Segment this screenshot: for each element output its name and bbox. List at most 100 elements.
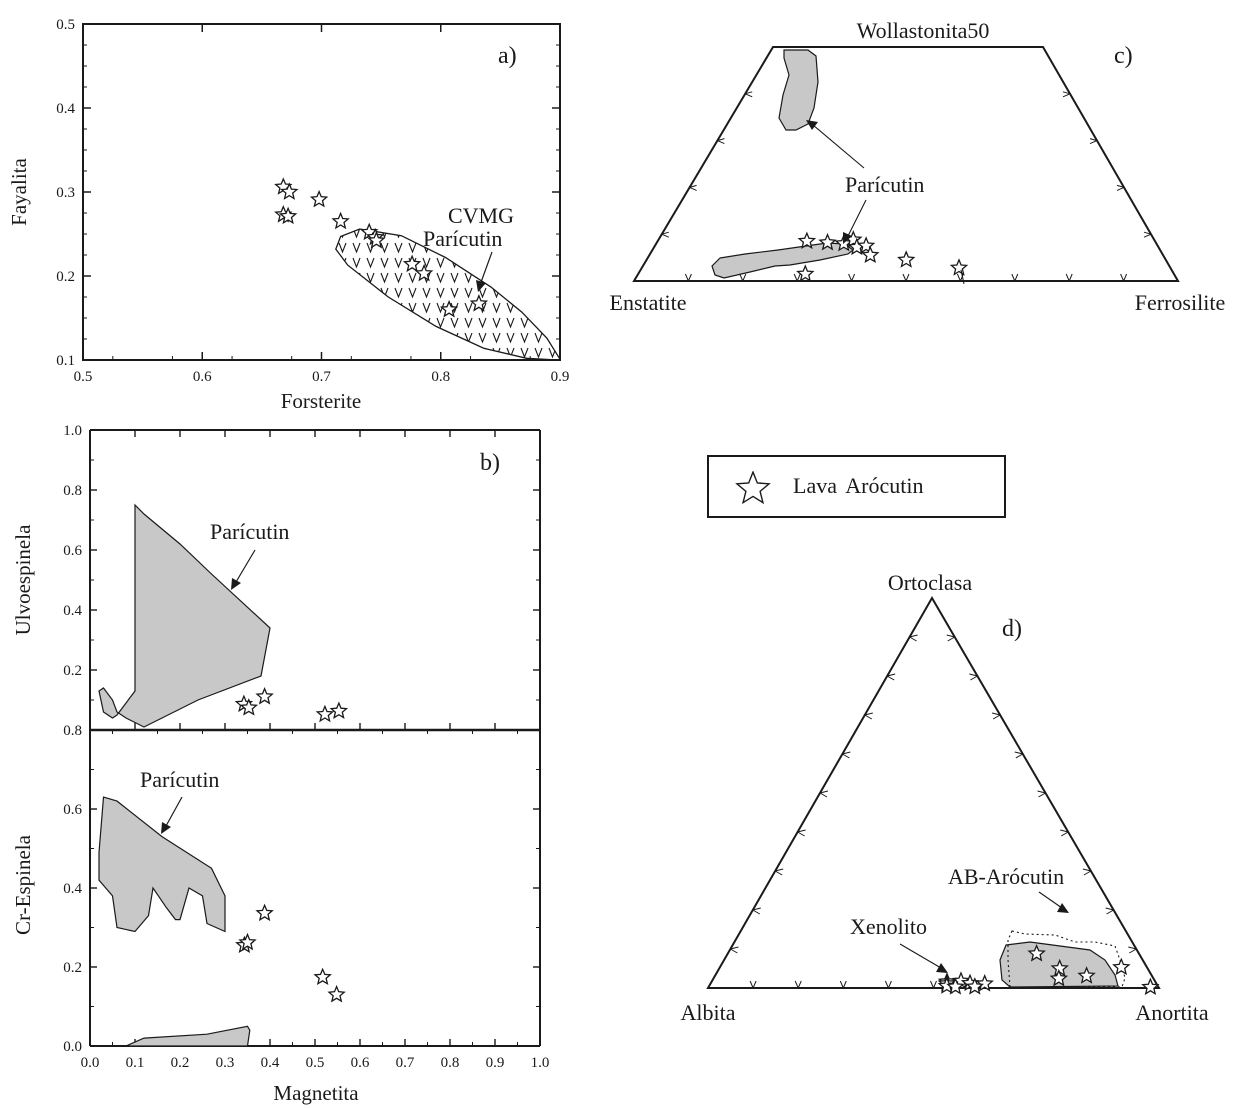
panel-a-regions (335, 228, 560, 360)
panel-b-lower-region-1 (98, 796, 226, 933)
panel-a-xtick-label: 0.8 (431, 369, 450, 385)
panel-c-corner-right: Ferrosilite (1135, 290, 1225, 315)
panel-c-corner-top: Wollastonita50 (857, 18, 990, 43)
panel-b-point (329, 701, 349, 719)
panel-d-tick-bottom (930, 980, 937, 990)
panel-d-tick-left (752, 907, 761, 915)
panel-b-lower-arrow (165, 796, 183, 827)
panel-c-tick-bottom (1011, 273, 1019, 283)
panel-a-point (439, 299, 459, 318)
panel-d-tick-right (1060, 829, 1069, 837)
panel-d-tick-left (819, 790, 829, 798)
panel-b-ytick-label: 0.8 (63, 483, 82, 499)
panel-d-point (1049, 968, 1069, 987)
panel-b-arrowhead (231, 578, 241, 590)
panel-c-tick-bottom (793, 273, 801, 283)
panel-b-annotation: Parícutin (210, 519, 289, 544)
panel-b-xlabel: Magnetita (273, 1081, 359, 1105)
panel-d-tick-left (886, 673, 896, 681)
panel-b-lower-xtick-label: 0.2 (171, 1055, 190, 1071)
panel-c-tick-bottom (739, 273, 747, 283)
panel-d-point (1027, 944, 1046, 962)
panel-a-region (335, 228, 560, 360)
panel-a-ylabel: Fayalita (7, 158, 31, 226)
panel-d-point (965, 977, 985, 995)
panel-d-tick-left (842, 751, 851, 759)
panel-d-point (1112, 957, 1131, 976)
panel-c-ticks (661, 91, 1152, 283)
panel-a-ytick-label: 0.3 (56, 185, 75, 201)
panel-b-points (234, 686, 349, 723)
panel-a-point (469, 293, 489, 312)
panel-a-ytick-label: 0.1 (56, 353, 75, 369)
panel-b-lower-xtick-label: 0.4 (261, 1055, 280, 1071)
panel-a: 0.5 0.6 0.7 0.8 0.9 0.1 0.2 0.3 0.4 0.5 Forsterit… (7, 17, 569, 413)
panel-c-corner-left: Enstatite (610, 290, 687, 315)
panel-a-xtick-label: 0.6 (193, 369, 212, 385)
panel-b-point (239, 698, 259, 716)
panel-b-lower-xtick-label: 0.3 (216, 1055, 235, 1071)
panel-b-lower-xtick-label: 0.1 (126, 1055, 145, 1071)
panel-a-annotation-2: Parícutin (423, 226, 502, 251)
panel-d-ticks (730, 634, 1137, 990)
panel-d-tick-left (909, 634, 918, 642)
panel-a-xlabel: Forsterite (281, 389, 361, 413)
panel-d-tick-right (991, 712, 1001, 720)
panel-b-ytick-label: 0.2 (63, 663, 82, 679)
panel-a-ytick-label: 0.2 (56, 269, 75, 285)
panel-c-tick-bottom (902, 273, 910, 283)
panel-b-lower-regions (98, 796, 251, 1046)
panel-d: Ortoclasa Albita Anortita d) AB-Arócutin… (681, 570, 1209, 1025)
panel-b-lower-region-2 (125, 1025, 251, 1046)
panel-b-ytick-label: 0.8 (63, 723, 82, 739)
panel-d-tick-right (1082, 868, 1092, 876)
panel-d-tick-right (1014, 751, 1024, 759)
panel-d-corner-top: Ortoclasa (888, 570, 973, 595)
panel-b-lower: 0.0 0.1 0.2 0.3 0.4 0.5 0.6 0.7 0.8 0.9 1.0 0.0 0.2 0… (11, 730, 549, 1105)
panel-d-point (1141, 977, 1160, 996)
panel-a-point (367, 231, 386, 249)
panel-c-tick-right (1116, 184, 1125, 191)
panel-d-tick-left (797, 829, 806, 837)
panel-b-lower-point (313, 967, 332, 986)
panel-d-tick-left (730, 946, 739, 954)
panel-c-point (949, 258, 969, 276)
panel-d-point (975, 973, 994, 992)
panel-c-arrow-down (847, 199, 867, 237)
panel-c-point (897, 250, 916, 268)
panel-d-point (1077, 966, 1096, 984)
panel-c-tick-left (745, 91, 753, 98)
panel-c-tick-right (1089, 138, 1098, 145)
panel-b: 0.8 0.2 0.4 0.6 0.8 1.0 Ulvoespinela b) Paríc… (11, 423, 541, 1047)
panel-b-point (315, 704, 335, 723)
panel-c-tick-left (661, 231, 669, 238)
panel-b-lower-ytick-label: 0.2 (63, 960, 82, 976)
panel-b-lower-ytick-label: 0.0 (63, 1039, 82, 1055)
panel-b-point (255, 686, 274, 705)
panel-d-arrowhead-2 (936, 963, 948, 973)
panel-d-arrowhead-1 (1057, 903, 1069, 913)
panel-d-arrow-2 (899, 943, 942, 969)
panel-c-frame (632, 46, 1180, 282)
panel-b-ytick-label: 0.6 (63, 543, 82, 559)
panel-a-xtick-label: 0.5 (74, 369, 93, 385)
panel-c-tick-bottom (684, 273, 692, 283)
panel-a-annotation-1: CVMG (448, 203, 514, 228)
panel-b-lower-xtick-label: 0.9 (486, 1055, 505, 1071)
panel-d-tick-right (946, 634, 955, 642)
panel-b-ticks: 0.8 0.2 0.4 0.6 0.8 1.0 (63, 423, 541, 739)
panel-b-lower-xtick-label: 0.6 (351, 1055, 370, 1071)
panel-a-point (280, 182, 299, 200)
panel-b-lower-xtick-label: 1.0 (531, 1055, 550, 1071)
panel-b-lower-point (238, 932, 257, 951)
panel-d-tick-bottom (794, 980, 802, 990)
panel-a-arrow (479, 251, 493, 286)
panel-b-lower-xtick-label: 0.5 (306, 1055, 325, 1071)
panel-c-tick-bottom (1120, 273, 1128, 283)
panel-b-lower-point (255, 903, 274, 922)
panel-c-point-marker (960, 269, 965, 285)
panel-b-lower-annotation: Parícutin (140, 767, 219, 792)
panel-a-point (331, 211, 350, 230)
panel-b-ylabel: Ulvoespinela (11, 524, 35, 635)
